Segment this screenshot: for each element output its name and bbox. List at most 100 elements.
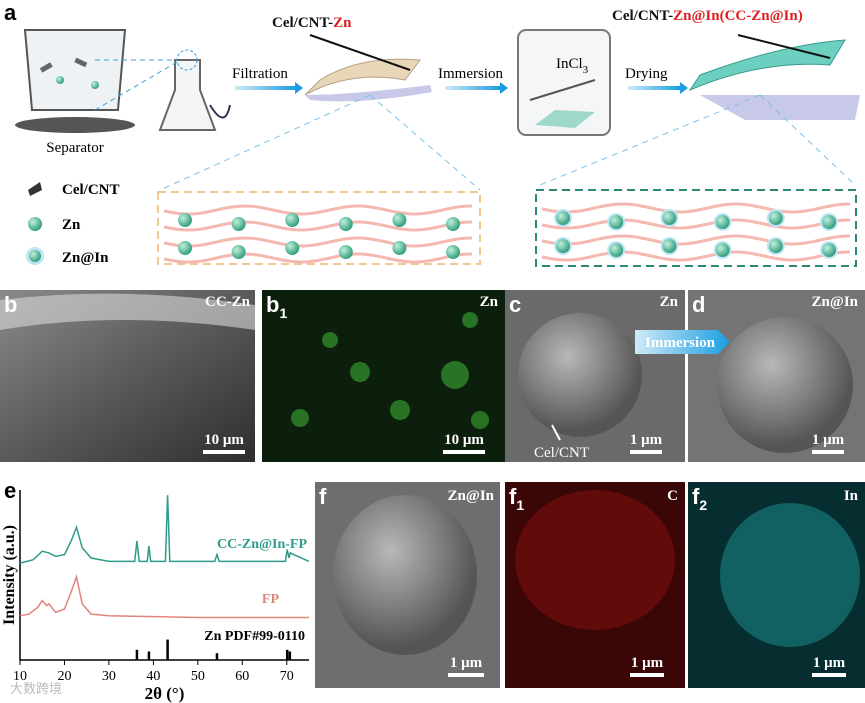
arrow bbox=[635, 330, 730, 354]
panel-a: a Separator Filtration Cel/CNT-Zn Immers… bbox=[4, 0, 860, 267]
panel-d: d Zn@In Immersion 1 μm bbox=[635, 290, 865, 462]
watermark: 大数跨境 bbox=[10, 682, 62, 697]
zn-particle bbox=[715, 243, 730, 257]
panel-title: Zn@In bbox=[812, 294, 859, 310]
fiber bbox=[541, 202, 851, 214]
scale-label: 10 μm bbox=[204, 432, 244, 448]
zn-particle bbox=[446, 245, 460, 259]
panel-label: d bbox=[692, 292, 705, 317]
particle bbox=[56, 76, 64, 84]
series-label: CC-Zn@In-FP bbox=[217, 537, 307, 552]
y-axis-label: Intensity (a.u.) bbox=[1, 525, 18, 625]
arrow bbox=[680, 82, 688, 94]
zn-particle bbox=[392, 241, 407, 255]
panel-label: e bbox=[4, 478, 16, 503]
product-text: Cel/CNT- bbox=[612, 8, 673, 24]
particle bbox=[39, 62, 53, 73]
zn-particle bbox=[285, 241, 300, 255]
zn-particle bbox=[178, 213, 192, 227]
zn-particle bbox=[609, 215, 624, 229]
panel-title: C bbox=[667, 488, 678, 504]
legend-icon bbox=[28, 182, 42, 196]
pointer bbox=[551, 424, 561, 441]
x-tick-label: 50 bbox=[191, 669, 205, 684]
panel-label: b1 bbox=[266, 292, 287, 321]
fibers bbox=[163, 202, 851, 264]
particle bbox=[717, 317, 853, 453]
signal bbox=[515, 490, 675, 630]
solution: InCl3 bbox=[556, 56, 589, 76]
panel-f1: f1 C 1 μm bbox=[505, 482, 685, 688]
filter-vessel bbox=[23, 29, 127, 111]
x-tick-label: 20 bbox=[57, 669, 71, 684]
map-image bbox=[688, 482, 865, 688]
step-label: Immersion bbox=[438, 66, 503, 82]
label-main: b bbox=[266, 292, 279, 317]
xrd-curve bbox=[19, 495, 310, 564]
series-label: Zn PDF#99-0110 bbox=[204, 629, 305, 644]
scale-label: 1 μm bbox=[450, 655, 483, 671]
arrow bbox=[445, 86, 500, 90]
panel-title: Zn bbox=[660, 294, 679, 310]
panel-e: e 10 20 30 40 50 60 70 2θ (°) Intensity (a.u.) CC… bbox=[1, 478, 310, 703]
label-subscript: 2 bbox=[699, 497, 707, 513]
product-highlight: Zn bbox=[333, 15, 352, 31]
product-highlight: Zn@In(CC-Zn@In) bbox=[673, 8, 803, 24]
pointer bbox=[309, 34, 411, 71]
zn-particle bbox=[338, 217, 353, 231]
separator-disk bbox=[15, 117, 135, 133]
x-tick-label: 60 bbox=[235, 669, 249, 684]
panel-label: b bbox=[4, 292, 17, 317]
texture bbox=[0, 293, 255, 330]
x-tick-label: 70 bbox=[280, 669, 294, 684]
label-subscript: 1 bbox=[516, 497, 524, 513]
caption: Separator bbox=[46, 140, 103, 156]
zn-particle bbox=[556, 239, 570, 253]
zn-particle bbox=[338, 245, 353, 259]
legend-label: Cel/CNT bbox=[62, 182, 120, 198]
separator-film bbox=[305, 85, 432, 102]
beaker bbox=[517, 29, 611, 136]
zn-particle bbox=[231, 245, 246, 259]
panel-label: f bbox=[319, 484, 327, 509]
arrow bbox=[628, 86, 680, 90]
scale-label: 10 μm bbox=[444, 432, 484, 448]
product-label: Cel/CNT-Zn bbox=[272, 15, 352, 31]
arrow bbox=[500, 82, 508, 94]
zn-particle bbox=[768, 239, 783, 253]
panel-f2: f2 In 1 μm bbox=[688, 482, 865, 688]
zn-particle bbox=[609, 243, 624, 257]
fiber bbox=[541, 234, 851, 246]
scale-label: 1 μm bbox=[812, 432, 845, 448]
fiber bbox=[163, 204, 473, 216]
zn-particle bbox=[662, 239, 677, 253]
solution-subscript: 3 bbox=[583, 64, 589, 76]
zoom-line bbox=[159, 94, 481, 191]
x-tick-label: 30 bbox=[102, 669, 116, 684]
scale-label: 1 μm bbox=[813, 655, 846, 671]
panel-title: Zn bbox=[480, 294, 499, 310]
signal bbox=[291, 312, 489, 429]
zn-particle bbox=[822, 243, 836, 257]
legend-label: Zn bbox=[62, 217, 81, 233]
product-label: Cel/CNT-Zn@In(CC-Zn@In) bbox=[612, 8, 803, 24]
zoom-box bbox=[535, 189, 857, 267]
particle bbox=[518, 313, 642, 437]
zn-particle bbox=[285, 213, 300, 227]
legend-icon bbox=[29, 250, 41, 262]
zn-particle bbox=[556, 211, 570, 225]
particle bbox=[91, 81, 99, 89]
separator-film bbox=[700, 95, 860, 120]
panel-label: f1 bbox=[509, 484, 524, 513]
arrow bbox=[235, 86, 295, 90]
x-tick-label: 40 bbox=[146, 669, 160, 684]
panel-b: b CC-Zn 10 μm bbox=[0, 290, 255, 462]
fiber bbox=[541, 218, 851, 230]
fiber bbox=[163, 236, 473, 248]
zn-particle bbox=[178, 241, 192, 255]
film bbox=[688, 39, 846, 92]
panel-title: Zn@In bbox=[448, 488, 495, 504]
legend-icon bbox=[28, 217, 42, 231]
panel-b1: b1 Zn 10 μm bbox=[262, 290, 505, 462]
